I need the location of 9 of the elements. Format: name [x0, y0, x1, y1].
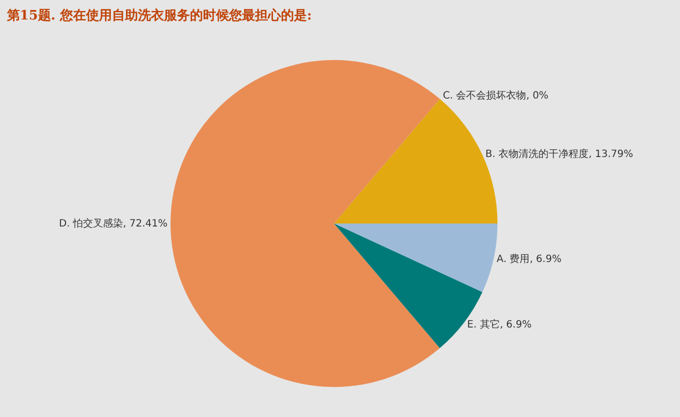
category-label: C. 会不会损坏衣物, 0% [442, 90, 548, 102]
chart-title: 第15题. 您在使用自助洗衣服务的时候您最担心的是: [6, 8, 312, 24]
pie-slice [334, 98, 498, 224]
slice-label: A. 费用, 6.9% [496, 252, 562, 265]
pie-slice [170, 60, 440, 387]
slice-label: E. 其它, 6.9% [467, 318, 532, 331]
pie-slice [334, 224, 498, 292]
slice-label: D. 怕交叉感染, 72.41% [58, 217, 168, 230]
slice-label: B. 衣物清洗的干净程度, 13.79% [485, 148, 634, 160]
